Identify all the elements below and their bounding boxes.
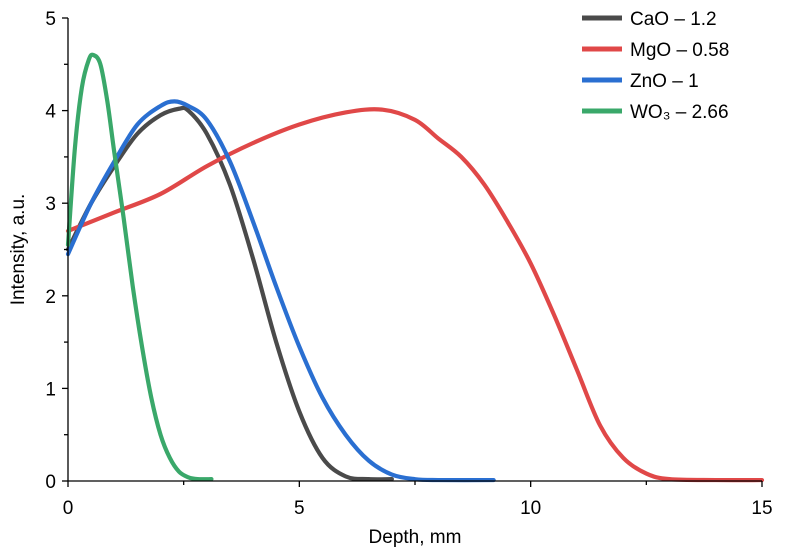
- y-tick-label: 2: [45, 287, 56, 308]
- legend-label: MgO – 0.58: [630, 40, 729, 61]
- y-tick-label: 1: [45, 379, 56, 400]
- y-tick-label: 3: [45, 194, 56, 215]
- series-lines: [65, 52, 765, 483]
- x-axis-title: Depth, mm: [369, 527, 462, 548]
- y-tick-label: 4: [45, 102, 56, 123]
- y-tick-label: 0: [45, 472, 56, 493]
- series-line-1: [65, 107, 765, 483]
- series-line-3: [65, 52, 214, 482]
- series-line-0: [65, 105, 394, 482]
- legend: CaO – 1.2 MgO – 0.58 ZnO – 1 WO₃ – 2.66: [582, 9, 729, 123]
- y-axis-title: Intensity, a.u.: [8, 194, 29, 306]
- series-line-2: [65, 99, 496, 483]
- x-tick-label: 10: [520, 498, 541, 519]
- x-tick-label: 5: [294, 498, 305, 519]
- x-axis-ticks: 0 5 10 15: [63, 481, 773, 519]
- legend-label: WO₃ – 2.66: [630, 102, 729, 123]
- legend-label: ZnO – 1: [630, 71, 699, 92]
- x-tick-label: 0: [63, 498, 74, 519]
- legend-label: CaO – 1.2: [630, 9, 717, 30]
- y-axis-ticks: 0 1 2 3 4 5: [45, 9, 68, 493]
- y-tick-label: 5: [45, 9, 56, 30]
- x-tick-label: 15: [751, 498, 772, 519]
